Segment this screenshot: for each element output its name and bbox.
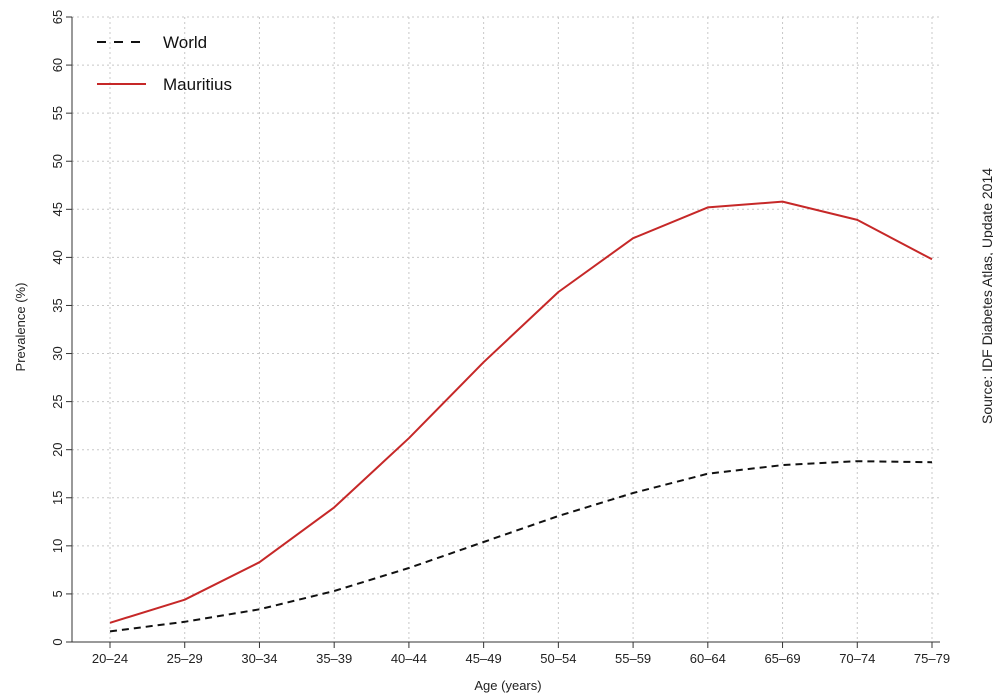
x-tick-label: 35–39 (316, 651, 352, 666)
y-axis-title: Prevalence (%) (13, 283, 28, 372)
legend-label-world: World (163, 33, 207, 52)
series-line-world (109, 460, 933, 633)
x-tick-label: 55–59 (615, 651, 651, 666)
y-tick-label: 20 (50, 442, 65, 456)
y-tick-label: 50 (50, 154, 65, 168)
y-tick-label: 10 (50, 539, 65, 553)
x-tick-labels: 20–24 25–29 30–34 35–39 40–44 45–49 50–54 55–59… (92, 651, 950, 666)
x-axis-title: Age (years) (474, 678, 541, 693)
gridlines (72, 16, 940, 642)
y-tick-label: 25 (50, 394, 65, 408)
y-tick-label: 40 (50, 250, 65, 264)
x-tick-label: 40–44 (391, 651, 427, 666)
y-tick-label: 5 (50, 590, 65, 597)
legend: World Mauritius (97, 33, 232, 94)
legend-label-mauritius: Mauritius (163, 75, 232, 94)
series-line-mauritius (109, 200, 933, 624)
x-tick-label: 75–79 (914, 651, 950, 666)
y-tick-label: 15 (50, 491, 65, 505)
x-tick-label: 70–74 (839, 651, 875, 666)
series-lines (109, 200, 933, 633)
y-tick-label: 30 (50, 346, 65, 360)
y-tick-labels: 0 5 10 15 20 25 30 35 40 45 50 55 60 65 (50, 10, 65, 646)
source-note: Source: IDF Diabetes Atlas, Update 2014 (979, 168, 993, 424)
y-tick-label: 65 (50, 10, 65, 24)
x-tick-label: 30–34 (241, 651, 277, 666)
x-tick-label: 50–54 (540, 651, 576, 666)
x-tick-label: 45–49 (466, 651, 502, 666)
x-tick-label: 25–29 (167, 651, 203, 666)
y-tick-label: 45 (50, 202, 65, 216)
x-tick-label: 60–64 (690, 651, 726, 666)
x-tick-label: 65–69 (764, 651, 800, 666)
y-tick-label: 60 (50, 58, 65, 72)
axes (66, 16, 940, 648)
x-tick-label: 20–24 (92, 651, 128, 666)
y-tick-label: 55 (50, 106, 65, 120)
y-tick-label: 0 (50, 638, 65, 645)
y-tick-label: 35 (50, 298, 65, 312)
